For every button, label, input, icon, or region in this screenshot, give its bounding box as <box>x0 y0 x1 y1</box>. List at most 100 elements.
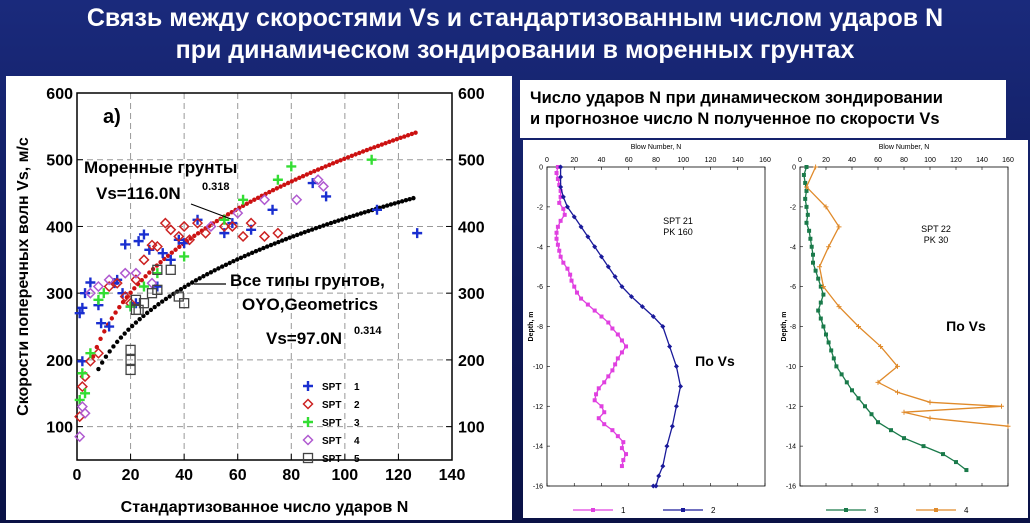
fit-point-all <box>388 202 394 207</box>
fit-point-all <box>396 200 401 205</box>
fit-point-all <box>411 195 416 201</box>
depth-profile-chart-2: Blow Number, N 0 20 40 60 80 100 120 140 160 0 -2 -4… <box>776 140 1028 518</box>
fit-point-all <box>197 276 202 281</box>
fit-point-all <box>103 354 109 359</box>
fit-point-all <box>287 235 292 240</box>
data-point-spt-1 <box>412 228 423 239</box>
x-tick-label: 140 <box>976 157 988 164</box>
series-point-1 <box>558 218 563 223</box>
fit-point-moraine <box>357 150 362 156</box>
legend-label: 4 <box>964 506 969 515</box>
fit-point-all <box>253 249 259 254</box>
y-tick-label-right: 600 <box>458 86 485 103</box>
data-point-spt-1 <box>74 308 85 319</box>
data-point-spt-3 <box>74 394 85 405</box>
fit-point-all <box>407 196 412 202</box>
fit-point-all <box>167 294 172 299</box>
fit-point-all <box>336 218 341 223</box>
data-point-spt-3 <box>286 161 297 172</box>
series-point-3 <box>803 180 808 185</box>
fit-point-moraine <box>102 329 107 334</box>
fit-point-all <box>246 252 251 257</box>
series-point-2 <box>585 234 591 240</box>
series-point-1 <box>561 206 566 211</box>
series-point-3 <box>808 236 813 241</box>
fit-point-all <box>366 208 371 214</box>
series-point-2 <box>560 194 566 200</box>
x-tick-label: 40 <box>848 157 856 164</box>
series-point-1 <box>615 356 620 361</box>
fit-point-moraine <box>312 169 317 174</box>
data-point-spt-1 <box>192 214 203 225</box>
fit-point-all <box>351 213 356 218</box>
data-point-spt-4 <box>103 274 115 286</box>
fit-point-all <box>381 204 386 209</box>
series-point-3 <box>818 300 823 305</box>
series-point-1 <box>555 224 560 229</box>
data-point-spt-1 <box>165 254 176 265</box>
data-point-spt-3 <box>138 281 149 292</box>
fit-point-moraine <box>274 186 280 191</box>
fit-point-moraine <box>158 260 163 265</box>
series-point-3 <box>821 324 826 329</box>
legend-marker-spt-4 <box>302 434 314 446</box>
profile-annotation-pk: PK 160 <box>663 227 693 237</box>
series-point-3 <box>818 284 823 289</box>
series-point-2 <box>628 294 634 300</box>
annotation-all-source: OYO,Geometrics <box>242 295 378 314</box>
x-tick-label: 120 <box>705 157 717 164</box>
series-point-1 <box>610 368 615 373</box>
data-point-spt-4 <box>146 277 158 289</box>
series-point-3 <box>834 364 839 369</box>
legend-label: SPT <box>322 400 341 411</box>
data-point-spt-2 <box>191 217 204 229</box>
fit-point-moraine <box>308 170 313 176</box>
fit-point-all <box>219 264 225 269</box>
legend-marker-spt-2 <box>302 398 314 410</box>
fit-point-all <box>208 270 214 275</box>
series-point-3 <box>869 412 874 417</box>
series-point-4 <box>927 399 933 405</box>
fit-point-all <box>111 344 116 349</box>
data-point-spt-2 <box>119 290 131 303</box>
fit-point-all <box>302 230 307 235</box>
y-tick-label: 600 <box>46 86 73 103</box>
series-point-3 <box>876 420 880 425</box>
y-tick-label: -14 <box>533 444 543 451</box>
series-point-2 <box>578 224 584 230</box>
series-point-2 <box>660 463 666 469</box>
legend-marker-4 <box>934 508 938 512</box>
series-line-4 <box>805 166 1009 427</box>
data-point-spt-1 <box>138 229 149 240</box>
data-point-spt-2 <box>258 230 271 243</box>
legend-number: 5 <box>354 454 360 465</box>
x-tick-label: 20 <box>822 157 830 164</box>
series-point-2 <box>564 204 570 210</box>
series-point-3 <box>954 460 958 465</box>
data-point-spt-4 <box>205 220 217 233</box>
series-point-1 <box>574 290 579 295</box>
fit-point-moraine <box>327 162 332 168</box>
legend-label: SPT <box>322 436 341 447</box>
fit-point-all <box>354 212 360 217</box>
data-point-spt-1 <box>173 234 184 245</box>
series-point-4 <box>836 304 842 310</box>
data-point-spt-5 <box>152 264 163 275</box>
series-point-3 <box>804 165 809 169</box>
x-axis-label: Стандартизованное число ударов N <box>121 499 409 516</box>
series-point-2 <box>571 214 577 220</box>
profile-title: Blow Number, N <box>631 144 682 151</box>
series-point-1 <box>592 308 597 313</box>
series-point-3 <box>902 436 906 441</box>
series-point-3 <box>821 292 826 297</box>
panel-label: а) <box>103 106 121 128</box>
y-tick-label: -12 <box>533 404 543 411</box>
data-point-spt-3 <box>85 348 96 359</box>
fit-point-moraine <box>244 201 250 206</box>
fit-point-moraine <box>128 290 133 295</box>
data-point-spt-2 <box>159 217 171 229</box>
fit-point-all <box>189 280 195 285</box>
data-point-spt-5 <box>165 264 176 275</box>
scatter-chart: 0 20 40 60 80 100 120 140 100 100 200 200 300 300 400 4… <box>6 76 512 520</box>
data-point-spt-1 <box>96 318 107 329</box>
